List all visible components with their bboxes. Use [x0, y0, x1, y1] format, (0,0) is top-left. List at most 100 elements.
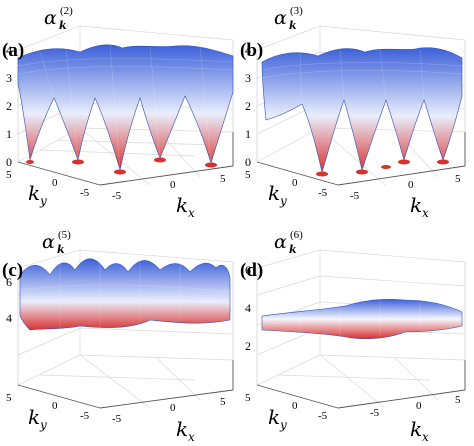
z-tick-label: 3 [245, 71, 251, 85]
z-tick-label: 1 [6, 127, 12, 141]
xlabel-subscript: x [188, 206, 195, 220]
panel-a-ylabel: k y [28, 181, 47, 208]
zero-point-marker [381, 165, 391, 169]
panel-c-mesh [19, 258, 231, 328]
panel-d-surface [261, 298, 463, 340]
zero-point-marker [316, 171, 328, 177]
y-tick-label: 5 [245, 392, 251, 404]
z-tick-label: 0 [6, 155, 12, 169]
xlabel-symbol: k [410, 193, 422, 217]
x-tick-label: -5 [350, 190, 360, 202]
panel-c-axes [17, 360, 234, 409]
xlabel-symbol: k [410, 417, 422, 441]
panel-a-y-ticks: 5 0 -5 [6, 169, 90, 199]
z-tick-label: 6 [6, 275, 12, 289]
z-tick-label: 1 [245, 127, 251, 141]
x-tick-label: 5 [220, 396, 226, 408]
panel-d-title: α k (6) [274, 229, 303, 256]
z-tick-label: 4 [6, 43, 12, 57]
panel-c-label: (c) [2, 260, 23, 281]
z-tick-label: 4 [245, 301, 251, 315]
ylabel-symbol: k [268, 405, 280, 429]
zero-point-marker [205, 162, 217, 168]
panel-a-surface [17, 44, 234, 171]
panel-a-x-ticks: -5 0 5 [112, 173, 226, 202]
title-subscript: k [289, 243, 297, 256]
title-superscript: (3) [290, 5, 303, 17]
panel-b-x-ticks: -5 0 5 [350, 173, 461, 202]
xlabel-subscript: x [422, 430, 429, 444]
panel-a: 0 1 2 3 4 -5 0 5 5 0 -5 (a) α k (2) k y … [2, 5, 234, 220]
panel-b-zero-points [316, 159, 449, 177]
panel-b-y-ticks: 5 0 -5 [245, 169, 328, 199]
zero-point-marker [398, 159, 410, 165]
panel-c-z-ticks: 4 6 [6, 275, 12, 325]
x-tick-label: -5 [112, 190, 122, 202]
zero-point-marker [26, 160, 34, 164]
x-tick-label: -5 [112, 413, 122, 425]
title-superscript: (2) [60, 5, 73, 17]
panel-d-mesh [261, 300, 463, 338]
xlabel-symbol: k [176, 193, 188, 217]
ylabel-subscript: y [279, 418, 287, 432]
panel-c-xlabel: k x [176, 417, 195, 444]
title-symbol: α [44, 7, 57, 29]
title-symbol: α [274, 7, 287, 29]
panel-a-xlabel: k x [176, 193, 195, 220]
ylabel-symbol: k [28, 405, 40, 429]
z-tick-label: 2 [6, 99, 12, 113]
x-tick-label: 0 [170, 402, 176, 414]
zero-point-marker [114, 169, 126, 175]
y-tick-label: 5 [6, 169, 12, 181]
y-tick-label: 0 [52, 400, 58, 412]
panel-b-xlabel: k x [410, 193, 429, 220]
panel-b: 0 1 2 3 4 -5 0 5 5 0 -5 (b) α k (3) k y … [240, 5, 466, 220]
x-tick-label: 5 [455, 394, 461, 406]
panel-d-ylabel: k y [268, 405, 287, 432]
panel-b-surface [261, 47, 463, 174]
panel-b-ylabel: k y [268, 181, 287, 208]
panel-b-mesh [261, 49, 463, 105]
x-tick-label: 0 [416, 400, 422, 412]
panel-b-label: (b) [240, 40, 263, 61]
y-tick-label: -5 [80, 410, 90, 422]
panel-a-z-ticks: 0 1 2 3 4 [6, 43, 12, 169]
panel-d-label: (d) [240, 260, 263, 281]
panel-d-xlabel: k x [410, 417, 429, 444]
title-symbol: α [42, 231, 55, 253]
x-tick-label: 5 [455, 173, 461, 185]
title-symbol: α [274, 231, 287, 253]
panel-c-ylabel: k y [28, 405, 47, 432]
panel-a-mesh [17, 43, 234, 171]
panel-c-surface [19, 258, 231, 331]
title-superscript: (6) [290, 229, 303, 241]
x-tick-label: 0 [170, 179, 176, 191]
panel-d: 2 4 6 -5 0 5 5 0 -5 (d) α k (6) k y k x [240, 229, 466, 444]
ylabel-subscript: y [279, 194, 287, 208]
xlabel-subscript: x [422, 206, 429, 220]
z-tick-label: 0 [245, 155, 251, 169]
panel-c-title: α k (5) [42, 229, 71, 256]
title-subscript: k [59, 19, 67, 32]
y-tick-label: 0 [292, 400, 298, 412]
ylabel-subscript: y [39, 418, 47, 432]
xlabel-subscript: x [188, 430, 195, 444]
title-subscript: k [289, 19, 297, 32]
title-subscript: k [57, 243, 65, 256]
zero-point-marker [356, 169, 368, 175]
panel-a-title: α k (2) [44, 5, 73, 32]
z-tick-label: 2 [245, 99, 251, 113]
panel-b-z-ticks: 0 1 2 3 4 [245, 43, 251, 169]
y-tick-label: 0 [292, 177, 298, 189]
x-tick-label: -5 [370, 407, 380, 419]
panel-d-axes [256, 360, 466, 409]
x-tick-label: 0 [408, 179, 414, 191]
panel-a-zero-points [26, 157, 217, 175]
panel-a-axes [17, 132, 234, 186]
x-tick-label: 5 [220, 173, 226, 185]
panel-c: 4 6 -5 0 5 5 0 -5 (c) α k (5) k y k x [2, 229, 234, 444]
y-tick-label: 0 [52, 177, 58, 189]
z-tick-label: 4 [6, 311, 12, 325]
zero-point-marker [154, 157, 166, 163]
